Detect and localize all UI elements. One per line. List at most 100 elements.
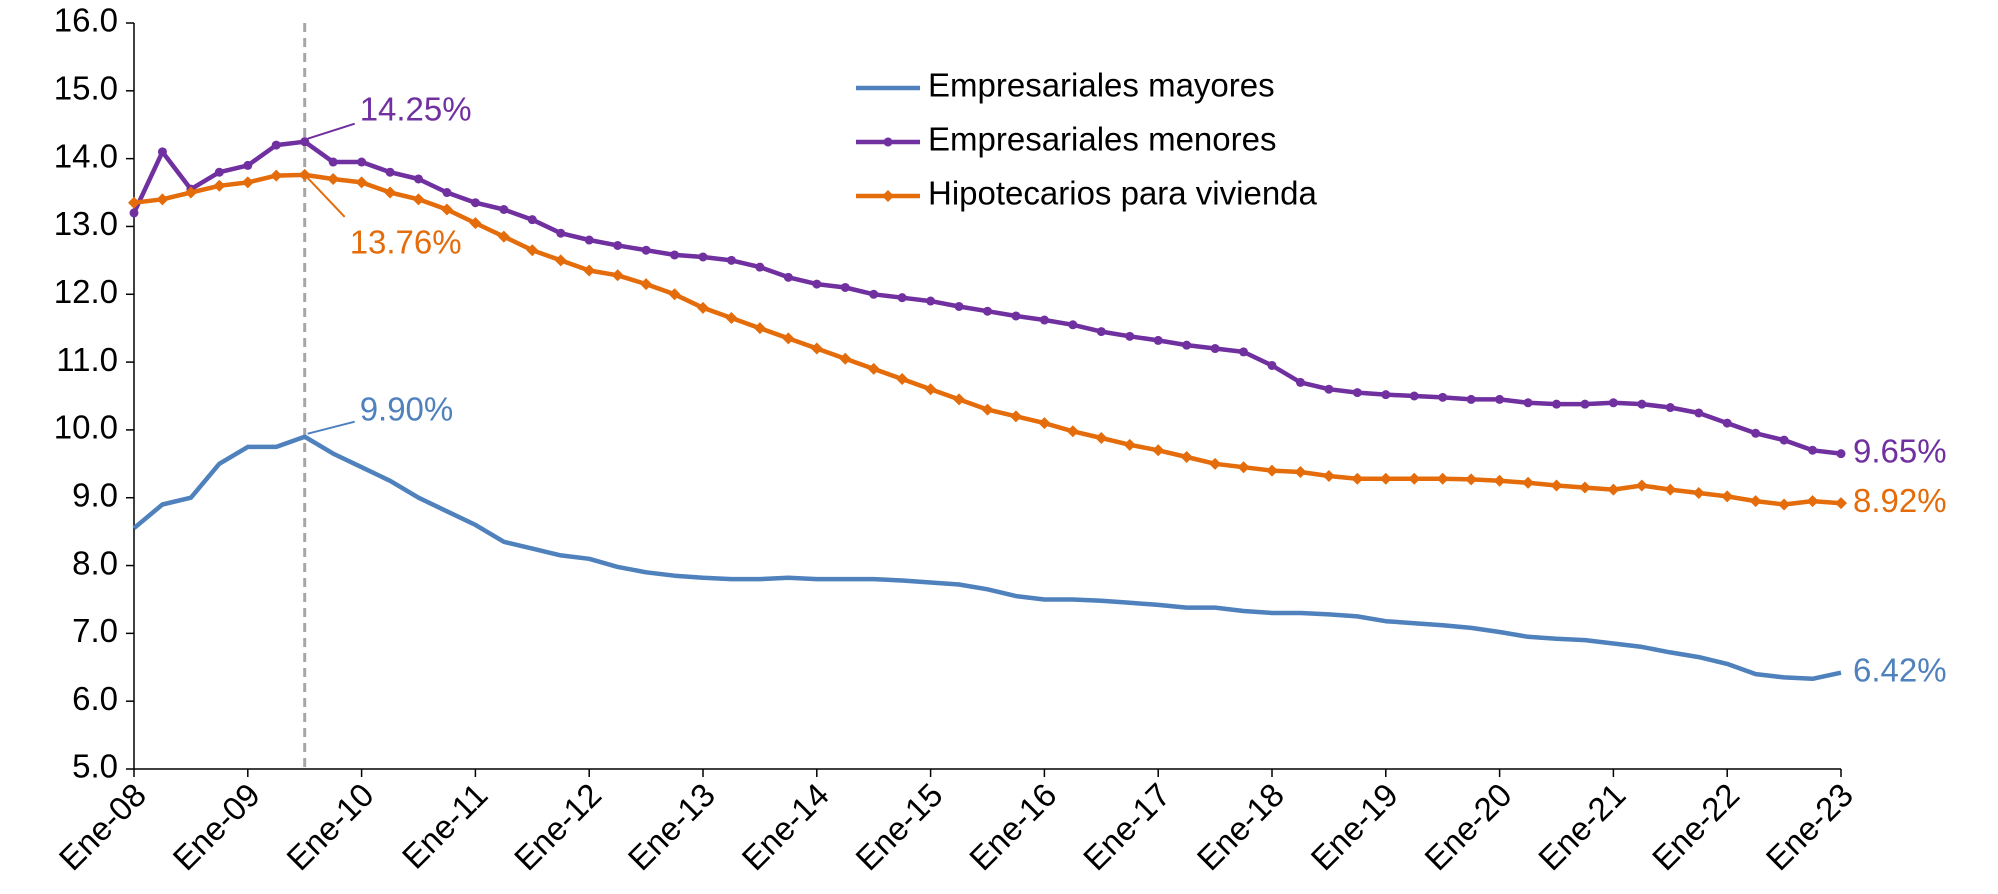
point [1779,435,1789,445]
point [1210,344,1220,354]
point [1038,417,1051,430]
point [1778,498,1791,511]
legend-label: Empresariales menores [928,121,1276,158]
point [1237,461,1250,474]
point [526,244,539,257]
point [1465,473,1478,486]
point [129,208,139,218]
point [469,217,482,230]
point [357,157,367,167]
point [981,403,994,416]
point [1523,398,1533,408]
point [1608,398,1618,408]
point [641,245,651,255]
point [1295,377,1305,387]
point [755,262,765,272]
point [869,289,879,299]
point [1751,428,1761,438]
point [1039,315,1049,325]
point [327,172,340,185]
point [783,272,793,282]
point [214,167,224,177]
y-tick-label: 13.0 [54,205,118,242]
point [328,157,338,167]
point [698,252,708,262]
point [184,186,197,199]
point [1066,425,1079,438]
point [157,147,167,157]
point [1152,444,1165,457]
point [1379,472,1392,485]
point [384,186,397,199]
point [1180,451,1193,464]
point [1011,311,1021,321]
point [1637,399,1647,409]
x-tick-label: Ene-13 [621,776,722,877]
point [1352,388,1362,398]
point [1381,390,1391,400]
point [1351,472,1364,485]
value-label: 14.25% [360,90,472,127]
point [896,373,909,386]
point [883,137,893,147]
y-tick-label: 7.0 [72,612,118,649]
point [1721,490,1734,503]
legend-label: Hipotecarios para vivienda [928,175,1318,212]
point [1836,449,1846,459]
x-tick-label: Ene-09 [166,776,267,877]
point [499,205,509,214]
point [1266,464,1278,477]
series-line [132,434,1842,682]
y-tick-label: 10.0 [54,409,118,446]
y-tick-label: 9.0 [72,476,118,513]
x-tick-label: Ene-10 [279,776,380,877]
point [1436,472,1449,485]
leader-line [306,177,346,218]
y-tick-label: 8.0 [72,544,118,581]
point [556,228,566,238]
y-tick-label: 11.0 [56,341,118,378]
point [726,255,736,265]
point [156,193,169,206]
point [613,240,623,250]
point [1493,474,1506,487]
point [270,169,283,182]
point [1466,394,1476,404]
leader-line [307,122,356,140]
point [810,342,823,355]
point [1495,394,1505,404]
point [412,193,425,206]
point [1522,476,1535,489]
point [1009,410,1022,423]
point [897,293,907,303]
point [640,278,653,291]
point [241,176,254,189]
point [1438,392,1448,402]
point [440,203,453,216]
point [554,254,567,267]
point [1123,438,1136,451]
point [584,235,594,245]
point [1322,470,1335,483]
value-label: 6.42% [1853,651,1947,688]
point [1635,479,1648,492]
x-tick-label: Ene-12 [507,776,608,877]
point [213,179,226,192]
point [1182,340,1192,350]
y-tick-label: 12.0 [54,273,118,310]
point [414,174,423,184]
point [1095,432,1108,445]
point [1408,472,1421,485]
x-tick-label: Ene-21 [1531,776,1632,877]
point [1806,495,1819,508]
y-tick-label: 16.0 [54,2,118,39]
point [442,188,452,198]
point [1607,483,1620,496]
point [867,362,880,375]
value-label: 13.76% [350,224,462,261]
point [128,196,140,209]
point [527,215,537,225]
point [924,383,937,396]
point [611,269,624,282]
point [300,137,310,147]
